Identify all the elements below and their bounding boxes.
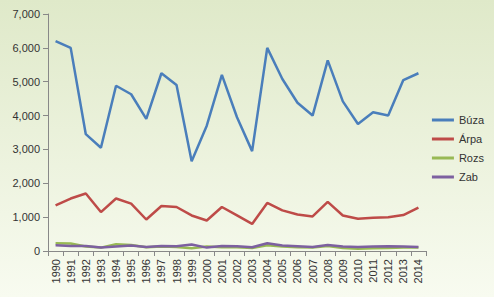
svg-text:1994: 1994	[110, 259, 122, 283]
svg-text:2012: 2012	[382, 259, 394, 283]
svg-text:4,000: 4,000	[12, 110, 40, 122]
svg-text:1996: 1996	[140, 259, 152, 283]
svg-text:2007: 2007	[307, 259, 319, 283]
svg-text:5,000: 5,000	[12, 76, 40, 88]
svg-text:6,000: 6,000	[12, 42, 40, 54]
svg-text:2011: 2011	[367, 259, 379, 283]
svg-text:2009: 2009	[337, 259, 349, 283]
svg-text:1998: 1998	[171, 259, 183, 283]
svg-text:Zab: Zab	[459, 171, 478, 183]
svg-text:2003: 2003	[246, 259, 258, 283]
svg-text:0: 0	[34, 245, 40, 257]
svg-text:2010: 2010	[352, 259, 364, 283]
svg-text:2005: 2005	[276, 259, 288, 283]
svg-text:2002: 2002	[231, 259, 243, 283]
svg-text:1995: 1995	[125, 259, 137, 283]
svg-text:3,000: 3,000	[12, 143, 40, 155]
svg-text:2,000: 2,000	[12, 177, 40, 189]
svg-text:1990: 1990	[50, 259, 62, 283]
svg-text:1997: 1997	[155, 259, 167, 283]
svg-text:1993: 1993	[95, 259, 107, 283]
svg-text:1992: 1992	[80, 259, 92, 283]
svg-text:2008: 2008	[322, 259, 334, 283]
svg-text:2006: 2006	[291, 259, 303, 283]
svg-text:Rozs: Rozs	[459, 152, 485, 164]
svg-text:1,000: 1,000	[12, 211, 40, 223]
svg-text:1991: 1991	[65, 259, 77, 283]
svg-text:7,000: 7,000	[12, 8, 40, 20]
svg-text:2000: 2000	[201, 259, 213, 283]
svg-text:1999: 1999	[186, 259, 198, 283]
svg-text:Árpa: Árpa	[459, 133, 483, 145]
svg-text:2004: 2004	[261, 259, 273, 283]
svg-text:Búza: Búza	[459, 114, 485, 126]
svg-text:2014: 2014	[412, 259, 424, 283]
svg-text:2013: 2013	[397, 259, 409, 283]
svg-text:2001: 2001	[216, 259, 228, 283]
